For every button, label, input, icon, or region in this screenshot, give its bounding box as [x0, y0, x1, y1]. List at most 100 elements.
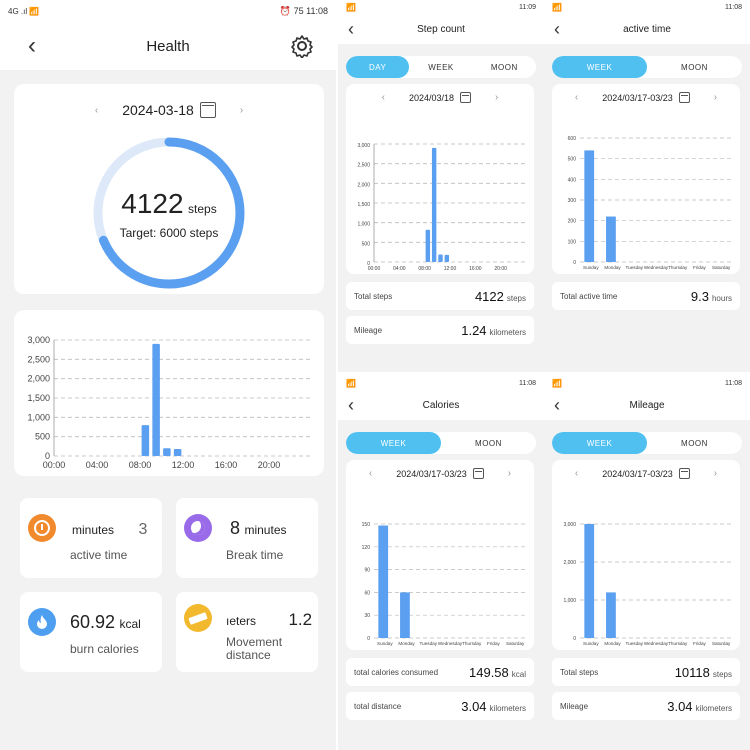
calories-unit: kcal [119, 617, 141, 631]
prev-date-button[interactable]: ‹ [381, 92, 385, 103]
flame-icon [28, 608, 56, 636]
chart-card: ‹ 2024/03/18 › 3,000 2,500 2,000 1,500 1,000… [346, 84, 534, 274]
page-title: Health [146, 37, 190, 55]
prev-date-button[interactable]: ‹ [574, 468, 579, 479]
mileage-screen: 📶 11:08 ‹ Mileage WEEK MOON ‹ 2024/03/17-… [544, 376, 750, 750]
tab-week[interactable]: WEEK [552, 432, 647, 454]
y-tick-label: 2,500 [357, 163, 370, 169]
total-steps-value: 10118 [674, 664, 710, 680]
calendar-icon[interactable] [472, 468, 484, 479]
x-tick-label: Thursday [668, 641, 688, 646]
mileage-row: Mileage 3.04 kilometers [552, 692, 740, 720]
total-steps-row: Total steps 10118 steps [552, 658, 740, 686]
tab-moon[interactable]: MOON [681, 438, 708, 448]
y-tick-label: 500 [568, 157, 577, 163]
x-tick-label: 04:00 [86, 460, 109, 470]
y-tick-label: 3,000 [27, 335, 50, 345]
tab-week[interactable]: WEEK [428, 62, 454, 72]
tab-moon[interactable]: MOON [490, 62, 518, 72]
x-tick-label: Thursday [668, 265, 688, 270]
period-tabs: WEEK MOON [346, 432, 536, 454]
y-tick-label: 400 [568, 177, 577, 183]
total-steps-row: Total steps 4122 steps [346, 282, 534, 310]
break-time-value: 8 [230, 518, 241, 538]
calories-label: burn calories [70, 642, 139, 656]
status-time: 11:08 [725, 3, 742, 11]
x-tick-label: Wednesday [644, 265, 669, 270]
page-title: Step count [417, 23, 465, 35]
next-date-button[interactable]: › [713, 92, 718, 103]
next-date-button[interactable]: › [495, 92, 499, 103]
next-date-button[interactable]: › [713, 468, 718, 479]
total-active-unit: hours [711, 293, 732, 303]
back-button[interactable]: ‹ [348, 395, 354, 415]
tab-week[interactable]: WEEK [346, 432, 441, 454]
calories-tile[interactable]: 60.92 kcal burn calories [20, 592, 162, 672]
calories-bar-chart: 150 120 90 60 30 0 Sunday Monday Tuesday Wednesda… [362, 522, 526, 646]
tab-day[interactable]: DAY [346, 56, 410, 78]
calendar-icon[interactable] [460, 92, 472, 103]
back-button[interactable]: ‹ [554, 395, 560, 415]
calendar-icon[interactable] [199, 102, 216, 118]
status-bar: 📶 11:08 [544, 0, 750, 14]
prev-date-button[interactable]: ‹ [368, 468, 373, 479]
x-tick-label: Monday [398, 641, 415, 646]
total-calories-value: 149.58 [469, 664, 509, 680]
calendar-icon[interactable] [678, 92, 690, 103]
steps-unit: steps [188, 202, 217, 216]
calendar-icon[interactable] [678, 468, 690, 479]
header: ‹ active time [544, 14, 750, 44]
y-tick-label: 2,500 [27, 354, 50, 364]
clock-icon [28, 514, 56, 542]
bar [400, 592, 410, 638]
back-button[interactable]: ‹ [28, 32, 36, 59]
gear-icon[interactable] [290, 34, 314, 63]
total-calories-label: total calories consumed [354, 667, 439, 677]
y-tick-label: 150 [362, 522, 371, 528]
current-date: 2024/03/17-03/23 [602, 92, 673, 103]
tab-moon[interactable]: MOON [681, 62, 708, 72]
back-button[interactable]: ‹ [348, 19, 354, 39]
current-date: 2024-03-18 [122, 102, 194, 118]
tab-moon[interactable]: MOON [475, 438, 502, 448]
back-button[interactable]: ‹ [554, 19, 560, 39]
active-time-screen: 📶 11:08 ‹ active time WEEK MOON ‹ 2024/03… [544, 0, 750, 372]
next-date-button[interactable]: › [239, 104, 244, 116]
active-time-tile[interactable]: minutes 3 active time [20, 498, 162, 578]
bar [141, 425, 150, 456]
y-tick-label: 0 [573, 260, 576, 266]
y-tick-label: 2,000 [357, 182, 370, 188]
status-right: ⏰ 75 11:08 [279, 5, 328, 16]
active-time-overflow: 3 [138, 521, 148, 538]
period-tabs: WEEK MOON [552, 56, 742, 78]
x-tick-label: 20:00 [494, 266, 507, 272]
mileage-unit: kilometers [695, 703, 732, 713]
x-tick-label: 08:00 [418, 266, 431, 272]
x-tick-label: Sunday [583, 265, 599, 270]
y-tick-label: 2,000 [27, 374, 50, 384]
distance-tile[interactable]: ıeters 1.2 Movement distance [176, 592, 318, 672]
x-tick-label: Sunday [377, 641, 393, 646]
mileage-value: 1.24 [461, 322, 487, 338]
status-bar: 4G .ıl 📶 ⏰ 75 11:08 [0, 0, 336, 22]
break-time-tile[interactable]: 8 minutes Break time [176, 498, 318, 578]
tab-week[interactable]: WEEK [552, 56, 647, 78]
prev-date-button[interactable]: ‹ [574, 92, 579, 103]
next-date-button[interactable]: › [507, 468, 512, 479]
distance-unit: ıeters [226, 614, 257, 628]
y-tick-label: 100 [568, 239, 577, 245]
y-tick-label: 3,000 [357, 143, 370, 149]
x-tick-label: 08:00 [129, 460, 152, 470]
total-steps-unit: steps [712, 669, 732, 679]
mileage-label: Mileage [354, 325, 383, 335]
total-steps-value: 4122 [474, 288, 504, 304]
date-nav: ‹ 2024/03/17-03/23 › [552, 92, 740, 103]
y-tick-label: 500 [362, 241, 371, 247]
header: ‹ Calories [338, 390, 544, 420]
date-nav: ‹ 2024/03/17-03/23 › [346, 468, 534, 479]
prev-date-button[interactable]: ‹ [94, 104, 99, 116]
chart-card: ‹ 2024/03/17-03/23 › 600 500 400 300 200 100 0… [552, 84, 740, 274]
page-title: active time [623, 23, 671, 35]
distance-overflow: 1.2 [288, 610, 313, 629]
mileage-label: Mileage [560, 701, 589, 711]
